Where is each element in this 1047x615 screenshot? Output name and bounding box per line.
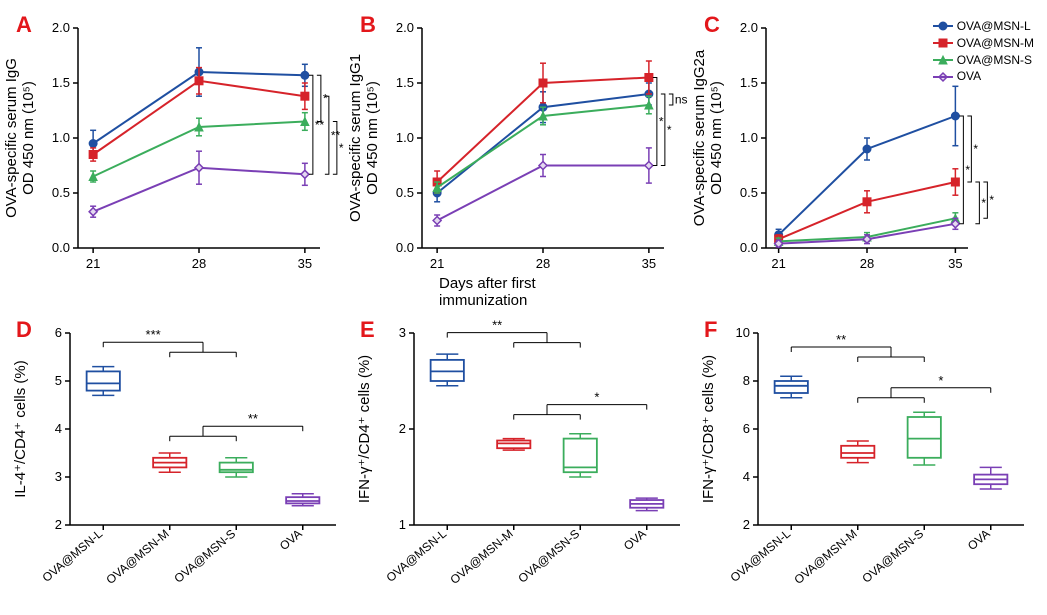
- svg-text:*: *: [989, 193, 994, 207]
- svg-text:**: **: [492, 317, 502, 332]
- legend-item: OVA@MSN-S: [933, 52, 1034, 69]
- svg-text:0.0: 0.0: [740, 240, 758, 255]
- svg-text:6: 6: [743, 421, 750, 436]
- svg-text:OVA@MSN-M: OVA@MSN-M: [103, 526, 171, 586]
- svg-text:35: 35: [298, 256, 312, 271]
- legend-item: OVA@MSN-M: [933, 35, 1034, 52]
- svg-text:OVA@MSN-S: OVA@MSN-S: [859, 526, 926, 585]
- y-axis-label: IFN-γ⁺/CD4⁺ cells (%): [355, 354, 373, 502]
- svg-text:1.5: 1.5: [740, 75, 758, 90]
- svg-text:1.0: 1.0: [740, 130, 758, 145]
- svg-text:28: 28: [536, 256, 550, 271]
- svg-text:*: *: [981, 196, 986, 210]
- panel-label-A: A: [16, 12, 32, 38]
- y-axis-label: OVA-specific serum IgG OD 450 nm (10⁵): [3, 58, 37, 218]
- svg-text:2.0: 2.0: [740, 20, 758, 35]
- y-axis-label: OVA-specific serum IgG1 OD 450 nm (10⁵): [347, 54, 381, 222]
- y-axis-label: IFN-γ⁺/CD8⁺ cells (%): [699, 354, 717, 502]
- svg-text:4: 4: [55, 421, 62, 436]
- svg-text:OVA@MSN-L: OVA@MSN-L: [728, 526, 794, 584]
- svg-text:*: *: [323, 91, 328, 105]
- panel-label-D: D: [16, 317, 32, 343]
- svg-text:4: 4: [743, 469, 750, 484]
- svg-text:2: 2: [399, 421, 406, 436]
- svg-text:3: 3: [55, 469, 62, 484]
- svg-text:5: 5: [55, 373, 62, 388]
- svg-text:35: 35: [948, 256, 962, 271]
- svg-text:1.5: 1.5: [396, 75, 414, 90]
- svg-text:*: *: [938, 372, 943, 387]
- panel-C: C0.00.51.01.52.0212835****OVA-specific s…: [698, 10, 1038, 311]
- svg-text:8: 8: [743, 373, 750, 388]
- panel-A: A0.00.51.01.52.0212835******OVA-specific…: [10, 10, 350, 311]
- svg-text:1.0: 1.0: [52, 130, 70, 145]
- svg-text:0.5: 0.5: [396, 185, 414, 200]
- svg-text:OVA: OVA: [621, 526, 649, 552]
- svg-text:OVA@MSN-M: OVA@MSN-M: [447, 526, 515, 586]
- panel-F: F246810***OVA@MSN-LOVA@MSN-MOVA@MSN-SOVA…: [698, 315, 1038, 615]
- svg-text:28: 28: [860, 256, 874, 271]
- svg-text:**: **: [836, 332, 846, 347]
- svg-text:*: *: [667, 123, 672, 137]
- svg-text:OVA: OVA: [277, 526, 305, 552]
- panel-B: B0.00.51.01.52.0212835**nsOVA-specific s…: [354, 10, 694, 311]
- svg-text:0.5: 0.5: [52, 185, 70, 200]
- svg-text:21: 21: [430, 256, 444, 271]
- panel-label-E: E: [360, 317, 375, 343]
- svg-text:ns: ns: [675, 93, 688, 107]
- svg-text:*: *: [339, 141, 344, 155]
- svg-text:***: ***: [146, 327, 161, 342]
- panel-D: D23456*****OVA@MSN-LOVA@MSN-MOVA@MSN-SOV…: [10, 315, 350, 615]
- figure-grid: A0.00.51.01.52.0212835******OVA-specific…: [0, 0, 1047, 615]
- svg-text:OVA@MSN-S: OVA@MSN-S: [515, 526, 582, 585]
- svg-text:OVA@MSN-L: OVA@MSN-L: [40, 526, 106, 584]
- legend-item: OVA: [933, 68, 1034, 85]
- panel-label-B: B: [360, 12, 376, 38]
- svg-text:10: 10: [736, 325, 750, 340]
- svg-text:2.0: 2.0: [52, 20, 70, 35]
- panel-E: E123***OVA@MSN-LOVA@MSN-MOVA@MSN-SOVAIFN…: [354, 315, 694, 615]
- x-axis-label: Days after first immunization: [439, 275, 609, 309]
- svg-text:1.5: 1.5: [52, 75, 70, 90]
- panel-label-C: C: [704, 12, 720, 38]
- svg-text:6: 6: [55, 325, 62, 340]
- svg-text:OVA: OVA: [965, 526, 993, 552]
- svg-text:OVA@MSN-L: OVA@MSN-L: [384, 526, 450, 584]
- svg-text:1.0: 1.0: [396, 130, 414, 145]
- y-axis-label: OVA-specific serum IgG2a OD 450 nm (10⁵): [691, 50, 725, 226]
- svg-text:2.0: 2.0: [396, 20, 414, 35]
- svg-text:OVA@MSN-S: OVA@MSN-S: [171, 526, 238, 585]
- svg-text:1: 1: [399, 517, 406, 532]
- svg-text:0.5: 0.5: [740, 185, 758, 200]
- y-axis-label: IL-4⁺/CD4⁺ cells (%): [11, 360, 29, 498]
- svg-text:*: *: [973, 142, 978, 156]
- svg-text:*: *: [594, 389, 599, 404]
- svg-text:21: 21: [771, 256, 785, 271]
- svg-text:3: 3: [399, 325, 406, 340]
- svg-text:**: **: [248, 411, 258, 426]
- svg-text:*: *: [965, 163, 970, 177]
- svg-text:21: 21: [86, 256, 100, 271]
- svg-text:28: 28: [192, 256, 206, 271]
- legend-item: OVA@MSN-L: [933, 18, 1034, 35]
- svg-text:*: *: [659, 115, 664, 129]
- svg-text:35: 35: [642, 256, 656, 271]
- svg-text:**: **: [315, 118, 325, 132]
- svg-text:2: 2: [55, 517, 62, 532]
- svg-text:2: 2: [743, 517, 750, 532]
- panel-label-F: F: [704, 317, 717, 343]
- svg-text:OVA@MSN-M: OVA@MSN-M: [791, 526, 859, 586]
- svg-text:0.0: 0.0: [396, 240, 414, 255]
- legend: OVA@MSN-LOVA@MSN-MOVA@MSN-SOVA: [933, 18, 1034, 85]
- svg-text:0.0: 0.0: [52, 240, 70, 255]
